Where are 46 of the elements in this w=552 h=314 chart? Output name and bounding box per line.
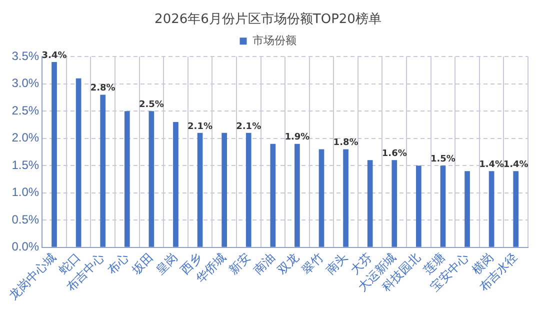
y-tick-label: 0.5%: [12, 212, 40, 226]
bar: [392, 160, 398, 247]
x-tick-label: 南头: [323, 250, 350, 277]
bar: [124, 111, 130, 247]
bar: [416, 166, 422, 247]
bar: [100, 94, 106, 247]
bar: [294, 144, 300, 247]
x-tick-label: 皇岗: [153, 250, 180, 277]
data-label: 1.8%: [333, 138, 358, 148]
x-tick-label: 翠竹: [299, 250, 326, 277]
data-label: 1.9%: [284, 132, 310, 143]
x-tick-label: 双龙: [274, 250, 302, 277]
data-label: 3.4%: [42, 50, 67, 61]
bar: [246, 132, 252, 247]
bar: [367, 160, 373, 247]
data-label: 2.8%: [90, 84, 116, 94]
x-tick-label: 南油: [250, 250, 278, 277]
data-label: 1.6%: [382, 149, 407, 160]
bar: [343, 149, 348, 247]
y-tick-label: 3.0%: [12, 76, 40, 90]
bar: [318, 149, 324, 247]
bar: [148, 111, 154, 247]
bar: [270, 144, 276, 247]
y-tick-label: 3.5%: [12, 48, 40, 63]
bar: [513, 171, 519, 247]
bar: [440, 166, 446, 247]
data-label: 1.5%: [430, 154, 456, 164]
y-tick-label: 2.5%: [12, 103, 40, 118]
x-tick-label: 新安: [226, 250, 254, 277]
y-tick-label: 2.0%: [12, 130, 40, 145]
y-tick-label: 1.5%: [12, 158, 40, 172]
y-tick-label: 1.0%: [12, 185, 40, 200]
data-label: 1.4%: [503, 160, 528, 170]
data-label: 2.1%: [236, 122, 262, 132]
data-label: 2.5%: [138, 100, 164, 110]
bar: [222, 132, 227, 247]
bar: [52, 62, 57, 247]
data-label: 1.4%: [479, 160, 504, 170]
bar: [464, 171, 470, 247]
data-label: 2.1%: [188, 122, 213, 132]
bar: [173, 122, 178, 247]
legend-label: 市场份额: [252, 34, 296, 48]
chart-title: 2026年6月份片区市场份额TOP20榜单: [154, 12, 382, 28]
bar: [76, 78, 82, 247]
bar: [488, 171, 494, 247]
bar: [197, 132, 203, 247]
